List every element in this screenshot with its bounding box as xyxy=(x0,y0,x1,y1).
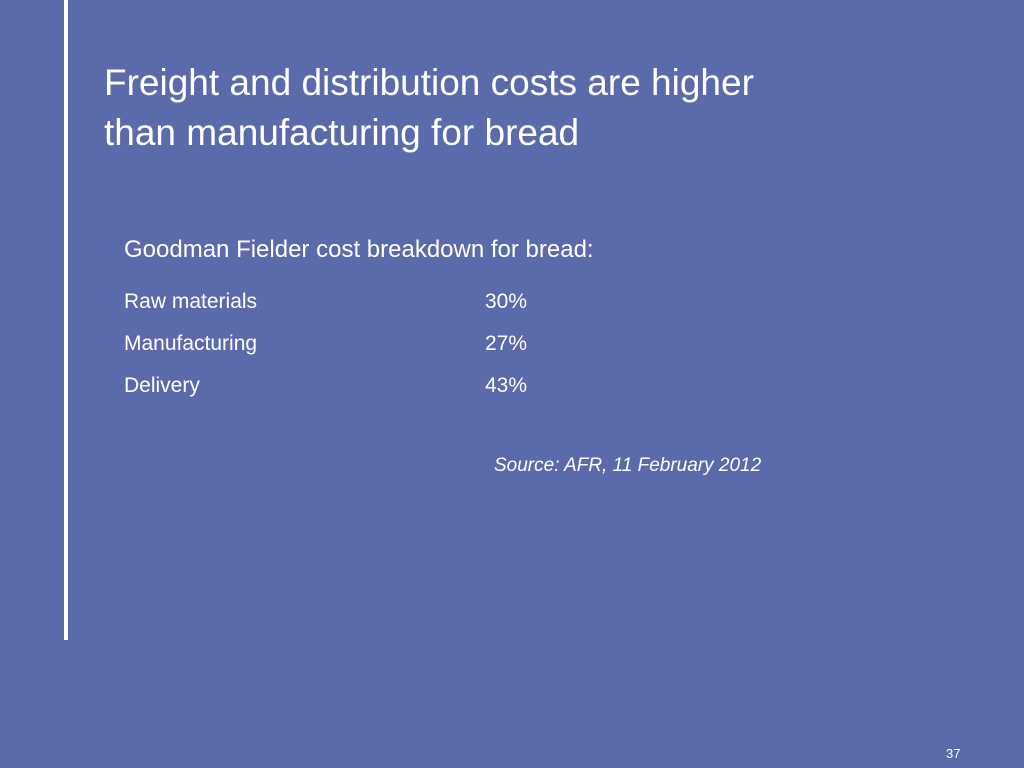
table-row: Manufacturing 27% xyxy=(124,332,624,362)
page-number: 37 xyxy=(946,746,961,761)
title-line: than manufacturing for bread xyxy=(104,112,580,153)
cost-share: 27% xyxy=(485,332,528,355)
table-row: Delivery 43% xyxy=(124,374,624,404)
slide-title: Freight and distribution costs are highe… xyxy=(104,58,754,158)
cost-share: 43% xyxy=(485,374,528,397)
cost-share: 30% xyxy=(485,290,528,313)
subtitle: Goodman Fielder cost breakdown for bread… xyxy=(124,236,594,263)
cost-category: Manufacturing xyxy=(124,332,258,355)
cost-category: Raw materials xyxy=(124,290,258,313)
source-note: Source: AFR, 11 February 2012 xyxy=(494,455,762,476)
table-row: Raw materials 30% xyxy=(124,290,624,320)
accent-line xyxy=(64,0,68,640)
title-line: Freight and distribution costs are highe… xyxy=(104,62,754,103)
cost-category: Delivery xyxy=(124,374,200,397)
